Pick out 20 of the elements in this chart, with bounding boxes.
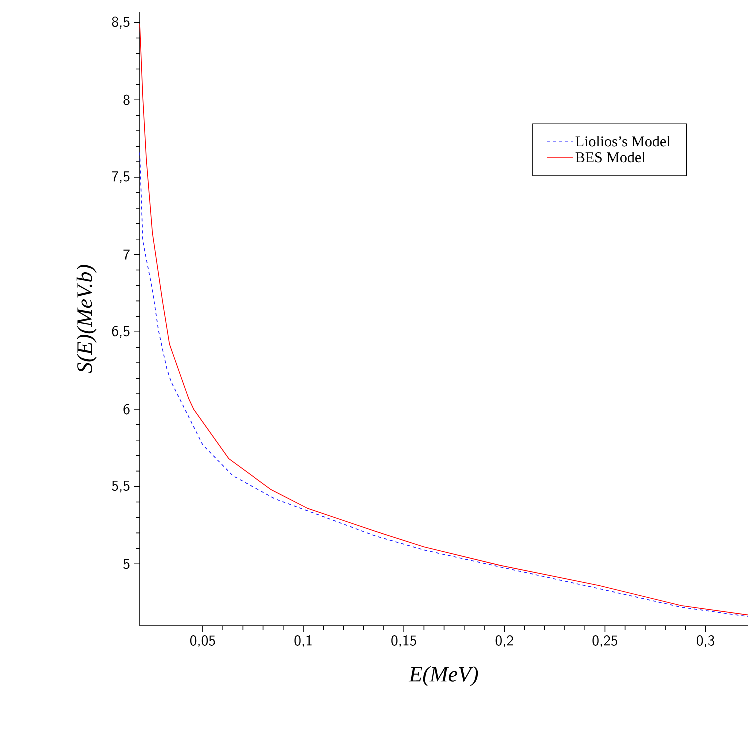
line-series [140,152,748,618]
legend-label: BES Model [576,152,646,163]
y-tick-label: 6,5 [112,326,130,338]
y-tick-label: 7,5 [112,172,130,184]
y-tick-label: 5 [124,559,130,570]
y-tick-label: 8 [124,94,130,106]
x-tick-label: 0,3 [696,636,715,648]
x-axis-title: E(MeV) [408,666,478,686]
y-axis-title: S(E)(MeV.b) [76,265,97,374]
line-series [140,24,748,616]
x-tick-label: 0,05 [190,636,216,648]
x-tick-label: 0,2 [496,636,514,648]
y-tick-label: 7 [124,250,130,260]
legend-label: Liolios’s Model [576,136,670,147]
y-tick-label: 6 [124,404,130,415]
y-tick-label: 8,5 [112,16,130,29]
x-tick-label: 0,25 [592,636,618,648]
y-tick-label: 5,5 [112,480,130,493]
x-tick-label: 0,1 [294,636,312,648]
x-tick-label: 0,15 [392,636,416,648]
